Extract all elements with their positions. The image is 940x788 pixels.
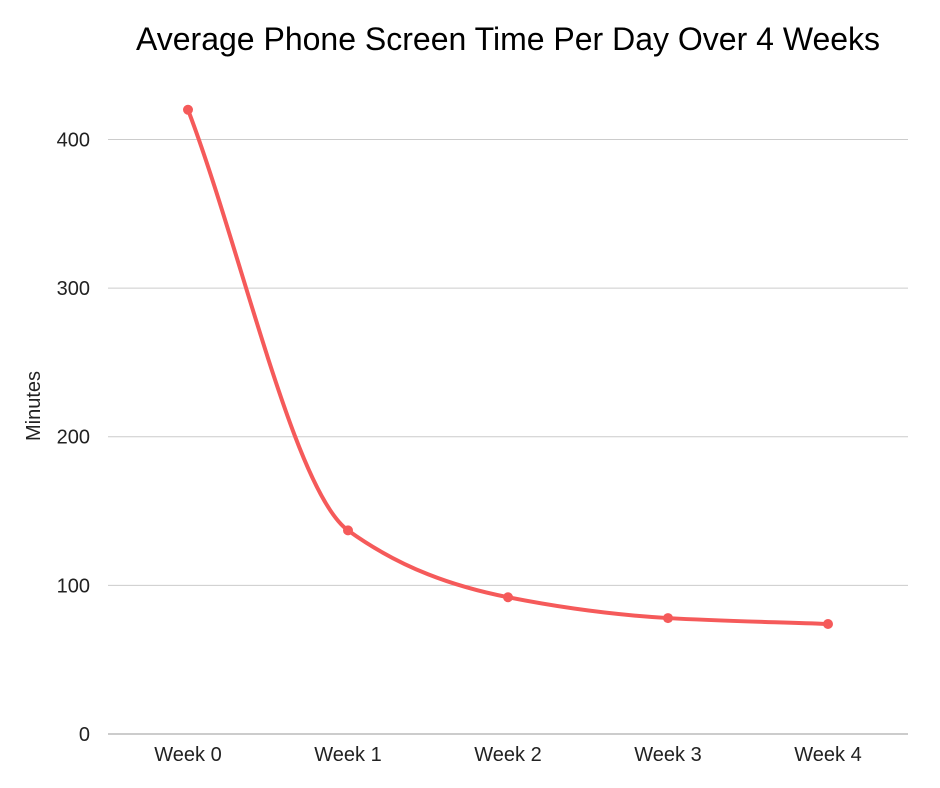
x-tick-label: Week 2: [474, 744, 541, 766]
data-point: [823, 619, 833, 630]
data-point: [343, 525, 353, 536]
y-axis-ticks: 0 100 200 300 400: [57, 129, 90, 746]
data-points: [183, 104, 833, 630]
y-tick-label: 300: [57, 278, 90, 300]
y-tick-label: 100: [57, 575, 90, 597]
x-tick-label: Week 3: [634, 744, 701, 766]
chart-title: Average Phone Screen Time Per Day Over 4…: [136, 21, 880, 57]
y-tick-label: 0: [79, 724, 90, 746]
y-axis-label: Minutes: [23, 371, 45, 441]
data-point: [663, 613, 673, 624]
x-tick-label: Week 4: [794, 744, 861, 766]
y-tick-label: 400: [57, 129, 90, 151]
data-point: [183, 104, 193, 115]
data-point: [503, 592, 513, 603]
y-tick-label: 200: [57, 427, 90, 449]
x-tick-label: Week 0: [154, 744, 221, 766]
series-line: [186, 107, 830, 627]
x-tick-label: Week 1: [314, 744, 381, 766]
gridlines: [108, 138, 908, 586]
x-axis-ticks: Week 0 Week 1 Week 2 Week 3 Week 4: [154, 744, 861, 766]
